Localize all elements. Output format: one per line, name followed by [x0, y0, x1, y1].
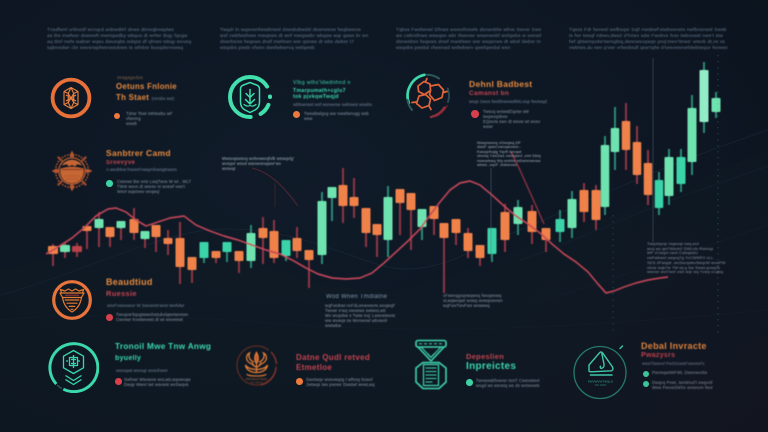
- svg-text:TW JLWVQ: TW JLWVQ: [250, 381, 263, 384]
- svg-text:PWVWQSTWQS: PWVWQSTWQS: [246, 377, 268, 381]
- svg-text:PWVWVWTWQLG: PWVWVWTWQLG: [588, 379, 614, 383]
- svg-text:TW JLWV: TW JLWV: [595, 383, 607, 387]
